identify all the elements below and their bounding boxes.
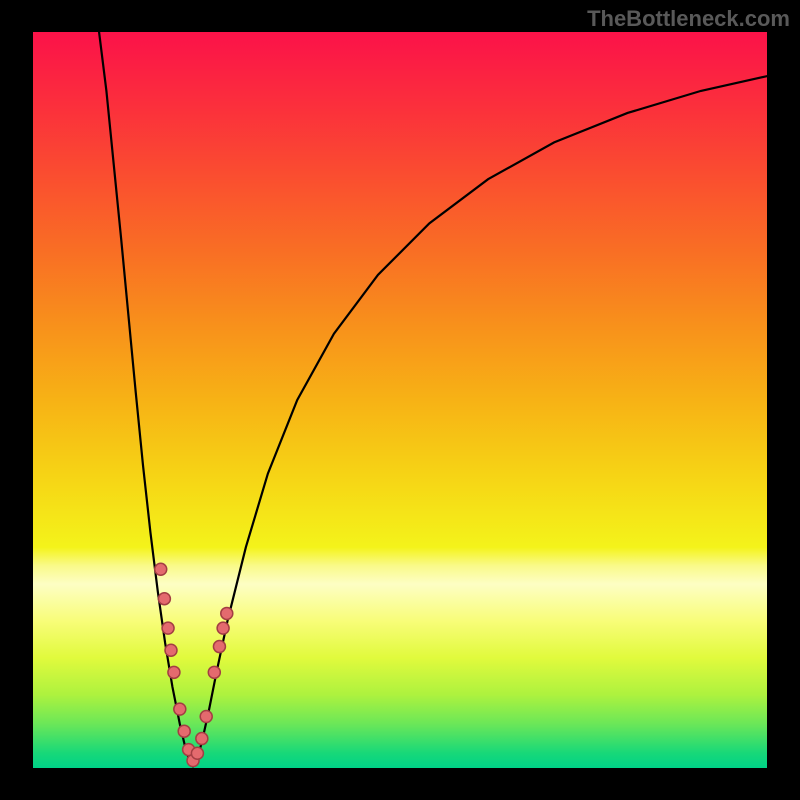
data-marker bbox=[217, 622, 229, 634]
data-marker bbox=[165, 644, 177, 656]
data-marker bbox=[191, 747, 203, 759]
data-marker bbox=[208, 666, 220, 678]
data-marker bbox=[196, 733, 208, 745]
data-marker bbox=[174, 703, 186, 715]
watermark-text: TheBottleneck.com bbox=[587, 6, 790, 32]
data-marker bbox=[155, 563, 167, 575]
data-marker bbox=[221, 607, 233, 619]
chart-frame: TheBottleneck.com bbox=[0, 0, 800, 800]
data-marker bbox=[200, 710, 212, 722]
plot-background bbox=[33, 32, 767, 768]
data-marker bbox=[158, 593, 170, 605]
data-marker bbox=[213, 641, 225, 653]
data-marker bbox=[162, 622, 174, 634]
data-marker bbox=[178, 725, 190, 737]
bottleneck-curve-chart bbox=[33, 32, 767, 768]
data-marker bbox=[168, 666, 180, 678]
